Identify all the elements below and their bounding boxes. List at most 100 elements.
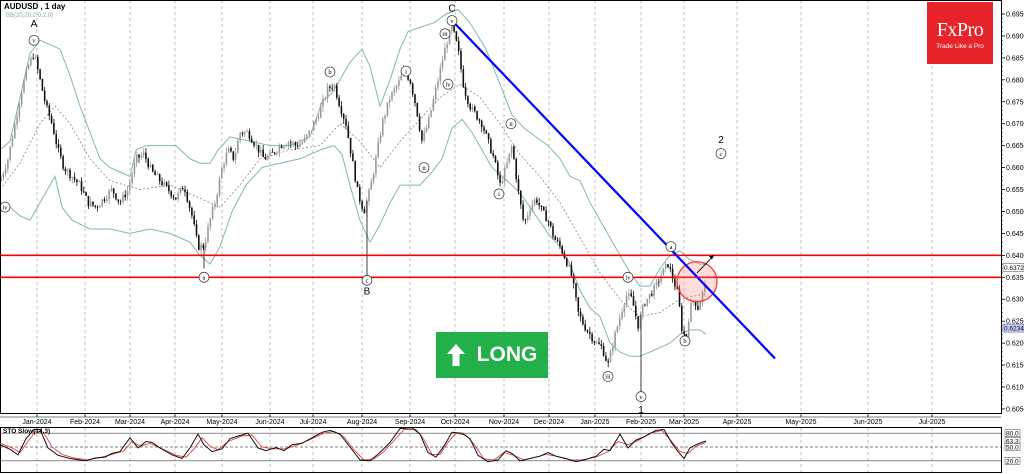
- candle-body: [448, 30, 451, 45]
- candle-body: [62, 156, 64, 169]
- candle-body: [149, 164, 152, 168]
- candle-body: [485, 130, 488, 134]
- y-tick-label: 0.69500: [1006, 12, 1024, 19]
- candle-body: [630, 293, 632, 297]
- wave-label: iv: [445, 82, 451, 89]
- x-tick-label: May-2024: [206, 419, 237, 426]
- bollinger-upper: [0, 9, 706, 287]
- candle-body: [30, 58, 32, 65]
- candle-body: [96, 206, 99, 208]
- candle-body: [301, 142, 304, 144]
- wave-label: A: [31, 19, 38, 30]
- candle-body: [699, 302, 701, 310]
- candle-body: [50, 115, 53, 123]
- candle-body: [221, 167, 223, 179]
- candle-body: [370, 181, 373, 190]
- candle-body: [474, 106, 476, 112]
- candle-body: [101, 199, 103, 206]
- candle-body: [43, 90, 46, 102]
- candle-body: [319, 107, 322, 118]
- oscillator-level-text: 20.0: [1006, 458, 1019, 465]
- candle-body: [570, 265, 573, 276]
- wave-label-circle: [28, 34, 40, 46]
- wave-label: v: [450, 18, 454, 25]
- candle-body: [271, 151, 274, 153]
- candle-body: [386, 102, 389, 116]
- signal-label: LONG: [476, 343, 538, 366]
- x-tick-label: Jan-2025: [580, 419, 609, 426]
- candle-body: [154, 171, 156, 176]
- candle-body: [687, 321, 690, 337]
- wave-label-circle: [715, 148, 727, 159]
- candle-body: [55, 134, 57, 144]
- candle-body: [589, 331, 591, 334]
- candle-body: [655, 281, 658, 285]
- candle-body: [678, 288, 681, 307]
- wave-label: iii: [442, 31, 448, 38]
- candle-body: [108, 190, 110, 200]
- wave-label: i: [405, 68, 407, 75]
- wave-label: iii: [605, 374, 611, 381]
- candle-body: [260, 149, 262, 153]
- candle-body: [324, 98, 327, 99]
- candle-body: [83, 191, 85, 193]
- candle-body: [421, 130, 423, 141]
- candle-body: [140, 155, 143, 158]
- candle-body: [605, 355, 607, 361]
- y-tick-label: 0.67500: [1006, 99, 1024, 106]
- candle-body: [388, 99, 391, 103]
- stochastic-oscillator: 80.063.350.0 20.0: [0, 427, 1021, 465]
- candle-body: [623, 304, 626, 313]
- candle-body: [211, 207, 214, 219]
- wave-label: a: [203, 275, 206, 282]
- resistance-price-badge: [1002, 263, 1024, 272]
- candle-body: [239, 132, 241, 141]
- candle-body: [18, 104, 21, 117]
- candle-body: [87, 195, 90, 207]
- candle-body: [566, 258, 568, 266]
- candle-body: [584, 324, 586, 331]
- candle-body: [14, 124, 16, 139]
- candle-body: [16, 116, 18, 125]
- y-tick-label: 0.68000: [1006, 77, 1024, 84]
- candle-body: [595, 342, 598, 344]
- current-price-badge: [1002, 323, 1024, 333]
- candle-body: [540, 205, 543, 207]
- candle-body: [575, 283, 577, 298]
- candle-body: [4, 168, 7, 174]
- wave-label-circle: [198, 271, 210, 283]
- candle-body: [202, 244, 205, 249]
- current-price-badge-text: 0.62341: [1004, 326, 1024, 333]
- candle-body: [110, 188, 113, 191]
- chart-grid: [36, 0, 933, 472]
- candle-body: [214, 203, 216, 208]
- wave-label-circle: [635, 391, 647, 402]
- candle-body: [379, 135, 382, 143]
- candle-body: [349, 137, 352, 154]
- candle-body: [161, 181, 163, 186]
- candle-body: [508, 153, 511, 163]
- candle-body: [591, 333, 593, 342]
- candle-body: [131, 174, 133, 183]
- candle-body: [492, 153, 494, 156]
- arrow-up-icon: [446, 344, 465, 366]
- candle-body: [117, 199, 120, 202]
- candle-body: [618, 318, 621, 327]
- wave-label: b: [328, 69, 331, 76]
- candle-body: [76, 179, 78, 182]
- logo-brand: FxPro: [936, 19, 984, 41]
- candle-body: [439, 67, 442, 81]
- candle-body: [64, 168, 67, 172]
- candle-body: [395, 86, 398, 89]
- y-tick-label: 0.63500: [1006, 275, 1024, 282]
- candle-body: [23, 79, 25, 93]
- x-tick-label: Jul-2025: [919, 419, 946, 426]
- candle-body: [57, 143, 60, 148]
- candle-body: [193, 215, 195, 225]
- candle-body: [225, 152, 228, 165]
- candle-body: [119, 201, 122, 203]
- candle-body: [628, 293, 630, 296]
- candle-body: [476, 111, 478, 120]
